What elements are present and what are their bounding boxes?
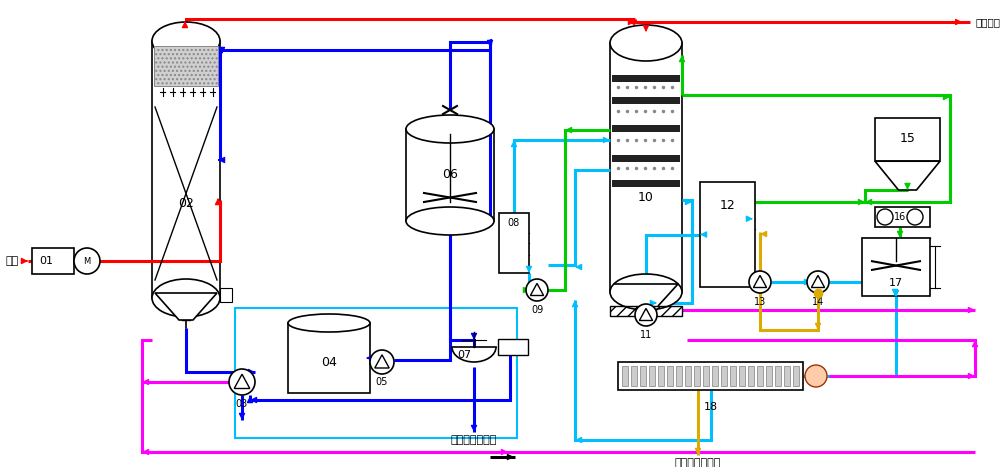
Bar	[406, 129, 494, 221]
Circle shape	[805, 365, 827, 387]
Bar	[631, 366, 637, 386]
Text: 18: 18	[703, 402, 718, 412]
Ellipse shape	[406, 115, 494, 143]
Bar	[612, 125, 680, 132]
Bar	[784, 366, 790, 386]
Text: 16: 16	[894, 212, 906, 222]
Circle shape	[635, 304, 657, 326]
Text: 票酸盐装袋外售: 票酸盐装袋外售	[675, 458, 721, 467]
Circle shape	[74, 248, 100, 274]
Bar	[748, 366, 754, 386]
Text: 11: 11	[640, 330, 652, 340]
Polygon shape	[811, 276, 825, 288]
Polygon shape	[375, 355, 389, 368]
Bar	[499, 213, 529, 273]
Bar	[220, 288, 232, 302]
Text: 04: 04	[321, 356, 337, 369]
Text: 03: 03	[236, 399, 248, 409]
Ellipse shape	[152, 279, 220, 317]
Circle shape	[749, 271, 771, 293]
Text: 15: 15	[900, 132, 915, 145]
Bar	[721, 366, 727, 386]
Bar	[610, 43, 682, 292]
Polygon shape	[639, 308, 653, 320]
Bar	[766, 366, 772, 386]
Bar	[862, 238, 930, 296]
Bar	[612, 75, 680, 82]
Bar	[775, 366, 781, 386]
Polygon shape	[155, 293, 217, 320]
Bar	[612, 155, 680, 162]
Text: 05: 05	[376, 377, 388, 387]
Ellipse shape	[288, 314, 370, 332]
Text: 清洁烟气至排放口: 清洁烟气至排放口	[975, 17, 1000, 27]
Bar	[498, 339, 528, 355]
Bar	[793, 366, 799, 386]
Bar	[676, 366, 682, 386]
Circle shape	[877, 209, 893, 225]
Text: 09: 09	[531, 305, 543, 315]
Bar	[875, 118, 940, 161]
Bar	[288, 323, 370, 393]
Bar	[712, 366, 718, 386]
Circle shape	[526, 279, 548, 301]
Text: LS: LS	[223, 292, 229, 297]
Polygon shape	[234, 374, 250, 389]
Text: 12: 12	[720, 198, 735, 212]
Text: 14: 14	[812, 297, 824, 307]
Text: 08: 08	[508, 218, 520, 228]
Ellipse shape	[610, 25, 682, 61]
Bar	[667, 366, 673, 386]
Circle shape	[807, 271, 829, 293]
Bar	[658, 366, 664, 386]
Polygon shape	[530, 283, 544, 296]
Bar	[739, 366, 745, 386]
Bar	[610, 306, 682, 316]
Bar	[622, 366, 628, 386]
Circle shape	[229, 369, 255, 395]
Text: M: M	[83, 256, 91, 266]
Ellipse shape	[406, 207, 494, 235]
Bar	[757, 366, 763, 386]
Bar	[703, 366, 709, 386]
Text: 10: 10	[638, 191, 654, 204]
Bar	[649, 366, 655, 386]
Circle shape	[370, 350, 394, 374]
Bar	[152, 41, 220, 298]
Polygon shape	[875, 161, 940, 190]
Bar	[700, 182, 755, 287]
Bar	[618, 362, 803, 390]
Ellipse shape	[610, 274, 682, 310]
Text: 07: 07	[457, 350, 471, 360]
Text: 01: 01	[39, 256, 53, 266]
Polygon shape	[753, 276, 767, 288]
Text: 02: 02	[178, 197, 194, 210]
Bar	[612, 180, 680, 187]
Bar	[612, 97, 680, 104]
Text: 13: 13	[754, 297, 766, 307]
Text: 烟气: 烟气	[5, 256, 18, 266]
Bar	[32, 248, 74, 274]
Bar	[694, 366, 700, 386]
Bar	[730, 366, 736, 386]
Circle shape	[907, 209, 923, 225]
Text: 17: 17	[889, 278, 903, 288]
Ellipse shape	[152, 22, 220, 60]
Bar	[685, 366, 691, 386]
Bar	[154, 46, 218, 86]
Text: 06: 06	[442, 169, 458, 182]
Bar	[875, 207, 930, 227]
Bar	[235, 308, 517, 438]
Bar	[640, 366, 646, 386]
Text: 礴酸盐装袋外售: 礴酸盐装袋外售	[451, 435, 497, 445]
